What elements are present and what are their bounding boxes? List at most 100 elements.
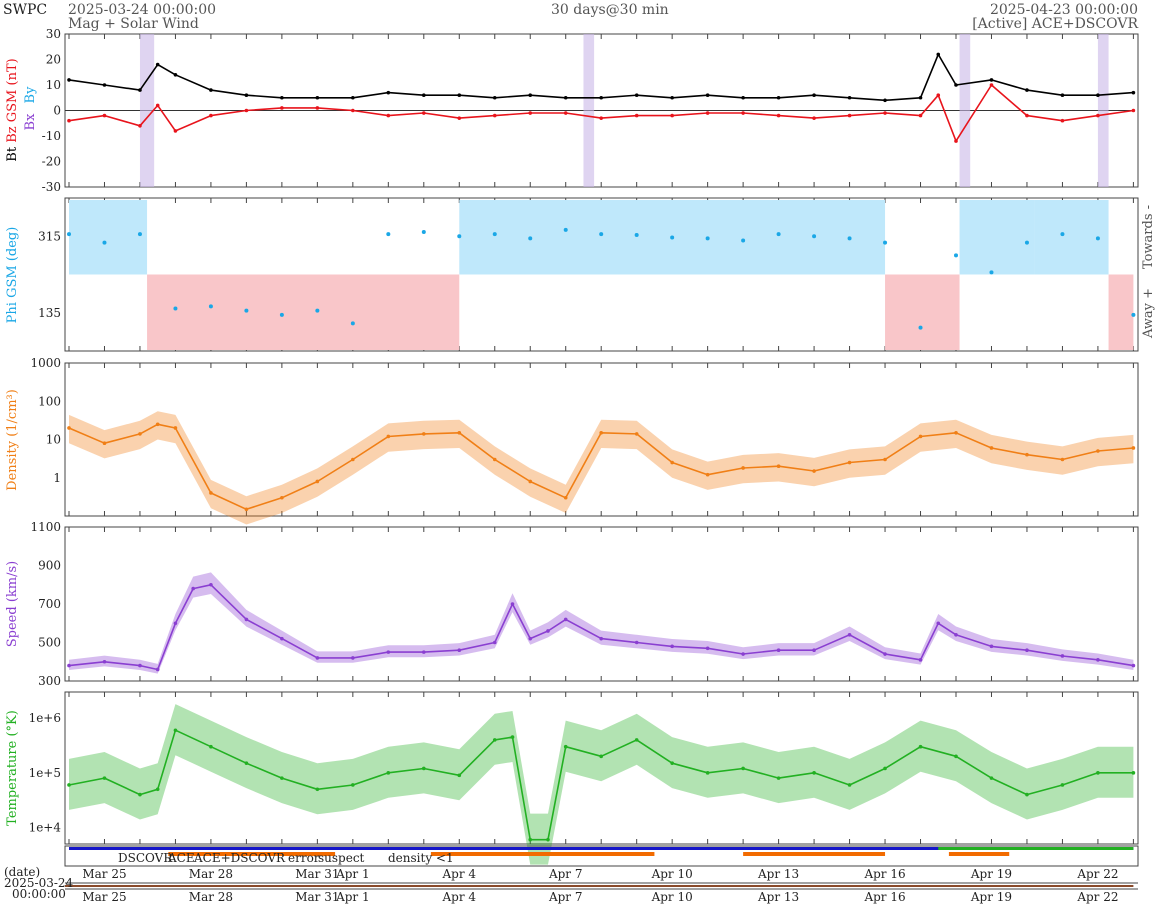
density-ytick-label: 100 bbox=[38, 394, 61, 408]
temperature-point bbox=[599, 754, 603, 759]
temperature-point bbox=[492, 738, 497, 742]
density-point bbox=[173, 426, 178, 430]
bz-point bbox=[989, 83, 994, 87]
bz-point bbox=[386, 113, 391, 118]
density-lt1-bar bbox=[948, 852, 1010, 856]
phi-point bbox=[563, 227, 568, 232]
date-tick-label: Apr 1 bbox=[335, 867, 370, 881]
date-tick-label: Mar 25 bbox=[82, 867, 126, 881]
phi-point bbox=[457, 234, 462, 239]
bz-point bbox=[1131, 108, 1136, 113]
bz-point bbox=[954, 139, 958, 143]
density-point bbox=[1060, 457, 1065, 462]
speed-point bbox=[155, 667, 160, 672]
bt-point bbox=[599, 95, 603, 100]
bz-point bbox=[634, 113, 639, 118]
temperature-point bbox=[528, 837, 533, 842]
temperature-point bbox=[634, 738, 639, 742]
date-tick-label: Apr 4 bbox=[442, 890, 477, 904]
speed-point bbox=[67, 663, 71, 668]
phi-ytick-label: 135 bbox=[38, 306, 61, 320]
density-point bbox=[989, 446, 994, 450]
bz-point bbox=[528, 111, 533, 115]
bz-point bbox=[280, 106, 284, 110]
bz-point bbox=[883, 111, 887, 115]
temperature-point bbox=[847, 783, 852, 787]
footer-time-value: 00:00:00 bbox=[12, 887, 66, 901]
speed-point bbox=[191, 586, 195, 591]
speed-point bbox=[102, 659, 107, 664]
bt-point bbox=[244, 93, 249, 97]
phi-point bbox=[208, 304, 213, 309]
temperature-point bbox=[741, 766, 745, 771]
quality-strip-frame bbox=[64, 845, 1139, 867]
density-point bbox=[705, 472, 710, 477]
bz-point bbox=[492, 113, 497, 118]
speed-range bbox=[69, 572, 1134, 674]
speed-point bbox=[351, 656, 355, 660]
phi-point bbox=[847, 236, 852, 241]
density-point bbox=[244, 507, 249, 512]
temperature-point bbox=[918, 744, 923, 749]
mag-ytick-label: 10 bbox=[46, 78, 61, 92]
date-tick-label: Mar 28 bbox=[189, 867, 233, 881]
speed-point bbox=[705, 646, 710, 651]
date-tick-label: Apr 19 bbox=[970, 867, 1012, 881]
bt-point bbox=[173, 73, 178, 77]
bt-point bbox=[936, 52, 941, 57]
temperature-point bbox=[209, 744, 213, 749]
date-tick-label: Mar 31 bbox=[295, 890, 339, 904]
density-point bbox=[1096, 449, 1100, 453]
mag-ylabel: Bt Bz GSM (nT) bbox=[5, 58, 20, 161]
phi-point bbox=[918, 325, 923, 330]
density-point bbox=[422, 432, 426, 436]
date-tick-label: Apr 10 bbox=[651, 890, 693, 904]
bz-point bbox=[138, 124, 142, 128]
temperature-point bbox=[670, 761, 674, 765]
temperature-point bbox=[280, 776, 284, 780]
date-tick-label: Apr 4 bbox=[442, 867, 477, 881]
density-point bbox=[209, 491, 213, 495]
phi-point bbox=[883, 240, 888, 245]
phi-point bbox=[173, 306, 178, 311]
phi-toward-shade bbox=[959, 200, 1035, 275]
bz-point bbox=[67, 118, 71, 123]
bt-point bbox=[563, 95, 568, 100]
bz-point bbox=[599, 116, 603, 120]
speed-point bbox=[209, 582, 213, 587]
speed-point bbox=[936, 621, 941, 626]
speed-point bbox=[422, 650, 426, 654]
bt-point bbox=[67, 78, 71, 82]
bt-point bbox=[812, 93, 816, 97]
mag-ytick-label: 30 bbox=[46, 27, 61, 41]
footer-date-label: (date) bbox=[4, 865, 40, 879]
speed-point bbox=[599, 636, 603, 641]
speed-point bbox=[883, 652, 887, 656]
date-tick-label: Apr 22 bbox=[1076, 890, 1118, 904]
date-tick-label: Apr 22 bbox=[1076, 867, 1118, 881]
bt-point bbox=[634, 93, 639, 97]
density-point bbox=[155, 422, 160, 427]
density-point bbox=[812, 469, 816, 473]
date-tick-label: Mar 31 bbox=[295, 867, 339, 881]
bz-point bbox=[918, 113, 923, 118]
temperature-point bbox=[510, 735, 515, 739]
density-point bbox=[776, 464, 781, 469]
bz-point bbox=[315, 106, 320, 110]
bt-point bbox=[155, 62, 160, 67]
date-tick-label: Apr 13 bbox=[757, 890, 799, 904]
speed-point bbox=[812, 648, 816, 652]
bt-point bbox=[1131, 90, 1136, 95]
density-point bbox=[1025, 452, 1029, 457]
phi-point bbox=[244, 308, 249, 313]
temperature-point bbox=[546, 837, 550, 842]
temperature-point bbox=[457, 773, 462, 778]
density-point bbox=[528, 479, 533, 484]
temperature-point bbox=[563, 744, 568, 749]
bt-point bbox=[102, 83, 107, 87]
bt-point bbox=[670, 95, 674, 100]
density-lt1-bar bbox=[743, 852, 886, 856]
density-point bbox=[670, 460, 674, 465]
bz-point bbox=[351, 108, 355, 113]
